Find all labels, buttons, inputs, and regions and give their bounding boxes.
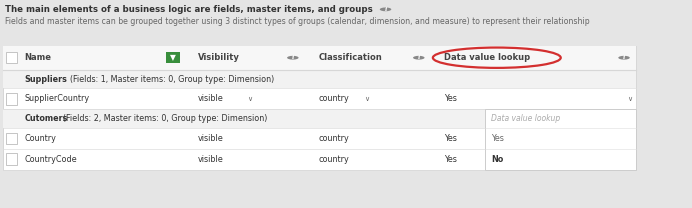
Text: i: i (417, 55, 420, 60)
Text: visible: visible (198, 155, 224, 164)
Circle shape (380, 7, 391, 11)
Text: Fields and master items can be grouped together using 3 distinct types of groups: Fields and master items can be grouped t… (5, 17, 590, 26)
Text: Data value lookup: Data value lookup (444, 53, 531, 62)
FancyBboxPatch shape (3, 46, 636, 170)
Text: ∨: ∨ (364, 96, 369, 102)
Text: visible: visible (198, 134, 224, 143)
Text: ▼: ▼ (170, 53, 176, 62)
Text: i: i (291, 55, 294, 60)
FancyBboxPatch shape (6, 93, 17, 104)
Text: Yes: Yes (444, 94, 457, 103)
FancyBboxPatch shape (3, 70, 636, 88)
FancyBboxPatch shape (484, 109, 636, 170)
Text: Classification: Classification (318, 53, 382, 62)
Text: country: country (318, 134, 349, 143)
Text: visible: visible (198, 94, 224, 103)
Text: country: country (318, 155, 349, 164)
Text: Name: Name (24, 53, 51, 62)
Text: i: i (623, 55, 626, 60)
Text: Country: Country (24, 134, 56, 143)
Text: i: i (384, 7, 387, 12)
Text: The main elements of a business logic are fields, master items, and groups: The main elements of a business logic ar… (5, 5, 373, 14)
Circle shape (618, 56, 630, 59)
Text: Visibility: Visibility (198, 53, 240, 62)
Text: No: No (491, 155, 503, 164)
FancyBboxPatch shape (6, 52, 17, 63)
Text: ∨: ∨ (627, 96, 632, 102)
Text: country: country (318, 94, 349, 103)
Circle shape (287, 56, 298, 59)
FancyBboxPatch shape (165, 52, 180, 63)
FancyBboxPatch shape (6, 133, 17, 144)
Text: SupplierCountry: SupplierCountry (24, 94, 89, 103)
Text: Yes: Yes (444, 155, 457, 164)
Text: (Fields: 1, Master items: 0, Group type: Dimension): (Fields: 1, Master items: 0, Group type:… (71, 74, 275, 84)
Text: CountryCode: CountryCode (24, 155, 77, 164)
Text: Cutomers: Cutomers (24, 114, 68, 123)
Text: ∨: ∨ (247, 96, 252, 102)
FancyBboxPatch shape (3, 109, 636, 128)
Text: Yes: Yes (444, 134, 457, 143)
Circle shape (413, 56, 425, 59)
Text: Suppliers: Suppliers (24, 74, 67, 84)
Text: (Fields: 2, Master items: 0, Group type: Dimension): (Fields: 2, Master items: 0, Group type:… (63, 114, 267, 123)
Text: Data value lookup: Data value lookup (491, 114, 561, 123)
FancyBboxPatch shape (6, 153, 17, 165)
FancyBboxPatch shape (3, 46, 636, 70)
Text: Yes: Yes (491, 134, 504, 143)
